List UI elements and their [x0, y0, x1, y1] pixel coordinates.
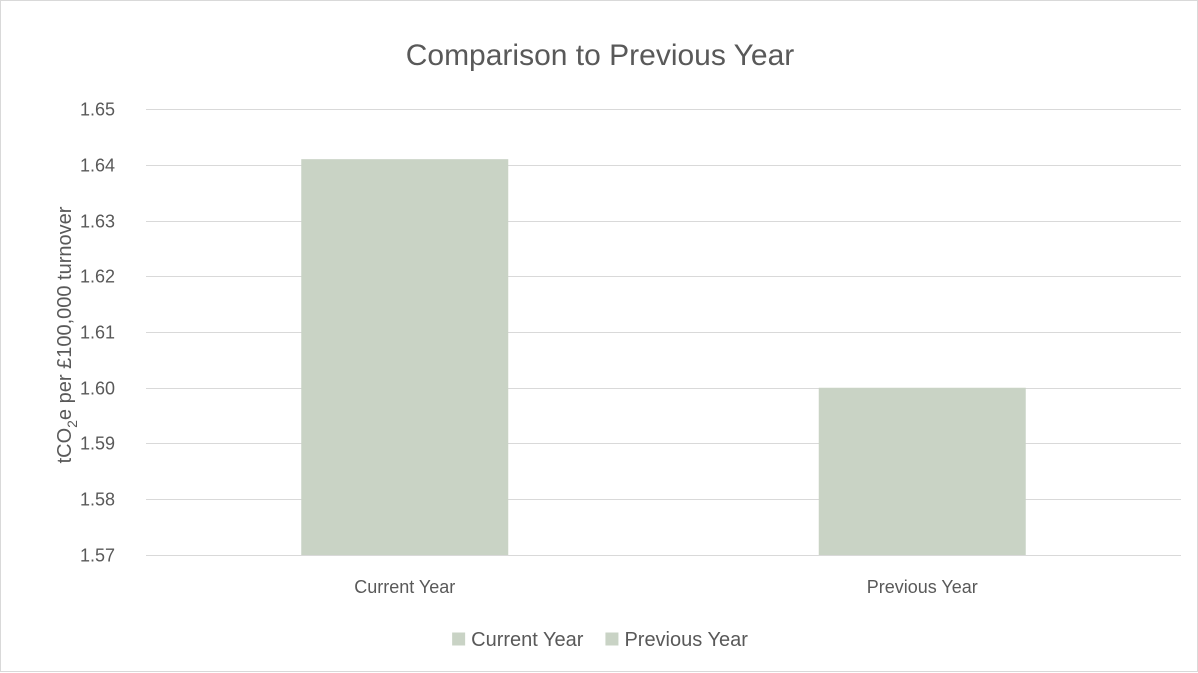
bar-previous-year — [818, 387, 1026, 555]
legend-swatch — [452, 632, 466, 646]
y-axis-label-prefix: tCO — [54, 428, 76, 464]
y-tick-label: 1.57 — [80, 546, 115, 566]
y-tick-label: 1.64 — [80, 156, 115, 176]
x-tick-label: Current Year — [354, 577, 455, 597]
y-axis-label-subscript: 2 — [64, 420, 80, 428]
y-axis-ticks: 1.57 1.58 1.59 1.60 1.61 1.62 1.63 1.64 1.65 — [80, 100, 115, 566]
legend: Current Year Previous Year — [452, 629, 748, 651]
bars — [301, 159, 1026, 556]
y-tick-label: 1.59 — [80, 434, 115, 454]
y-tick-label: 1.60 — [80, 379, 115, 399]
y-axis-label: tCO2e per £100,000 turnover — [54, 206, 80, 463]
y-axis-label-suffix: e per £100,000 turnover — [54, 206, 76, 420]
legend-entry-label: Previous Year — [624, 629, 748, 651]
y-tick-label: 1.63 — [80, 212, 115, 232]
y-tick-label: 1.61 — [80, 323, 115, 343]
x-tick-label: Previous Year — [867, 577, 978, 597]
legend-swatch — [605, 632, 619, 646]
bar-current-year — [301, 159, 509, 556]
legend-entry-label: Current Year — [471, 629, 584, 651]
x-axis-ticks: Current Year Previous Year — [354, 577, 978, 597]
chart-title: Comparison to Previous Year — [406, 39, 795, 72]
y-tick-label: 1.65 — [80, 100, 115, 120]
y-tick-label: 1.58 — [80, 490, 115, 510]
y-tick-label: 1.62 — [80, 267, 115, 287]
